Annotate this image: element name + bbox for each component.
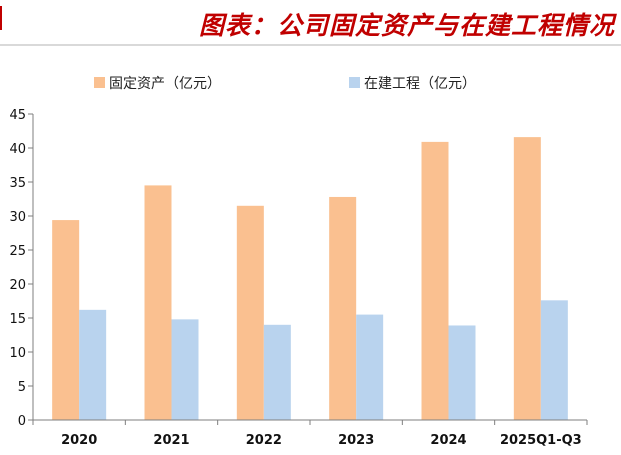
y-tick-label: 5 bbox=[18, 380, 26, 395]
y-tick-label: 40 bbox=[9, 142, 26, 157]
bar-fixed-assets-2024 bbox=[421, 141, 449, 420]
x-tick-label: 2021 bbox=[153, 433, 189, 448]
legend: 固定资产（亿元） 在建工程（亿元） bbox=[94, 76, 476, 92]
x-tick-label: 2023 bbox=[338, 433, 374, 448]
bar-construction-in-progress-2024 bbox=[448, 325, 476, 420]
y-tick-label: 15 bbox=[9, 312, 26, 327]
x-tick-label: 2020 bbox=[61, 433, 97, 448]
bar-fixed-assets-2022 bbox=[236, 205, 264, 420]
chart-title: 图表：公司固定资产与在建工程情况 bbox=[198, 11, 615, 40]
bar-construction-in-progress-2020 bbox=[79, 309, 107, 420]
bar-fixed-assets-2021 bbox=[144, 185, 172, 420]
y-axis: 0 5 10 15 20 25 30 35 40 45 bbox=[9, 108, 34, 429]
legend-label-2: 在建工程（亿元） bbox=[364, 76, 476, 92]
title-bar: 图表：公司固定资产与在建工程情况 bbox=[0, 0, 621, 48]
bar-fixed-assets-2025Q1-Q3 bbox=[513, 137, 541, 420]
x-axis: 2020 2021 2022 2023 2024 2025Q1-Q3 bbox=[32, 419, 588, 448]
legend-swatch-2 bbox=[349, 77, 360, 88]
y-tick-label: 25 bbox=[9, 244, 26, 259]
x-tick-label: 2024 bbox=[430, 433, 466, 448]
bar-construction-in-progress-2023 bbox=[356, 314, 384, 420]
bar-fixed-assets-2020 bbox=[52, 220, 80, 420]
bar-construction-in-progress-2022 bbox=[263, 324, 291, 420]
bars bbox=[52, 137, 568, 420]
legend-swatch-1 bbox=[94, 77, 105, 88]
x-tick-label: 2025Q1-Q3 bbox=[500, 433, 582, 448]
bar-construction-in-progress-2025Q1-Q3 bbox=[540, 300, 568, 420]
bar-construction-in-progress-2021 bbox=[171, 319, 199, 420]
y-tick-label: 10 bbox=[9, 346, 26, 361]
legend-label-1: 固定资产（亿元） bbox=[109, 76, 221, 92]
title-accent-mark bbox=[0, 6, 2, 30]
y-tick-label: 20 bbox=[9, 278, 26, 293]
y-tick-label: 30 bbox=[9, 210, 26, 225]
y-tick-label: 0 bbox=[18, 414, 26, 429]
y-tick-label: 35 bbox=[9, 176, 26, 191]
bar-fixed-assets-2023 bbox=[329, 196, 357, 420]
title-divider bbox=[0, 44, 621, 46]
y-tick-label: 45 bbox=[9, 108, 26, 123]
x-tick-label: 2022 bbox=[246, 433, 282, 448]
